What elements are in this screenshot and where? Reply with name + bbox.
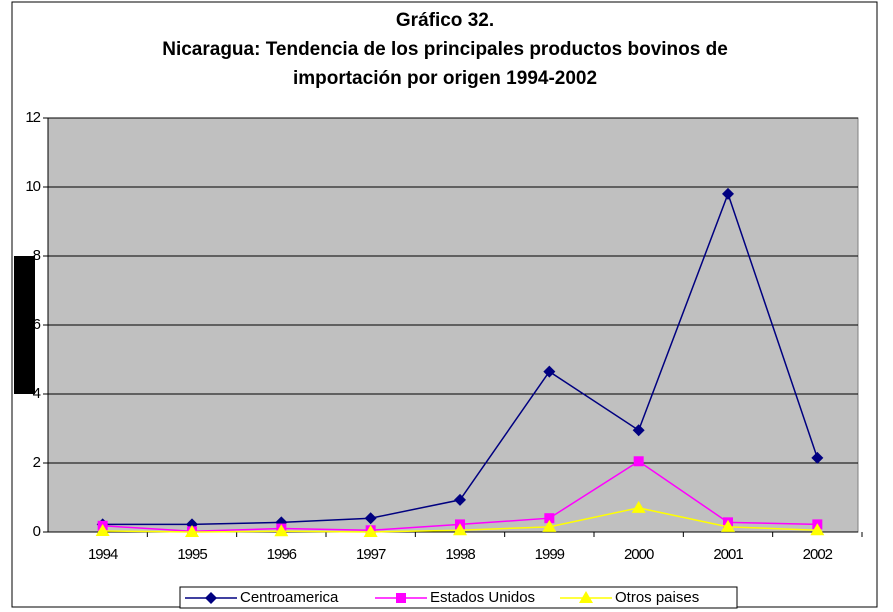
marker	[722, 187, 734, 200]
marker	[544, 513, 555, 524]
marker	[810, 523, 825, 536]
marker	[721, 519, 735, 532]
x-tick-label: 2001	[713, 546, 743, 563]
redaction-block	[14, 256, 35, 394]
y-tick-label: 0	[33, 523, 41, 540]
y-tick-label: 6	[33, 316, 41, 333]
marker	[274, 524, 289, 537]
x-tick-label: 1996	[267, 546, 297, 563]
chart-title: Nicaragua: Tendencia de los principales …	[162, 39, 728, 60]
x-tick-label: 1998	[445, 546, 475, 563]
marker	[95, 523, 110, 536]
chart-title: Gráfico 32.	[396, 10, 494, 31]
x-tick-label: 1995	[177, 546, 207, 563]
x-tick-label: 2002	[803, 546, 833, 563]
marker	[396, 593, 406, 603]
chart-title: importación por origen 1994-2002	[293, 68, 597, 89]
marker	[185, 525, 199, 537]
marker	[453, 523, 467, 536]
marks	[95, 187, 825, 537]
y-tick-label: 2	[33, 454, 41, 471]
y-tick-label: 12	[25, 109, 40, 126]
x-tick-label: 1999	[535, 546, 565, 563]
marker	[811, 451, 824, 464]
marker	[542, 519, 557, 532]
marker	[205, 592, 217, 604]
x-tick-label: 1994	[88, 546, 118, 563]
marker	[633, 456, 644, 467]
marker	[632, 424, 645, 437]
x-tick-label: 2000	[624, 546, 654, 563]
marker	[454, 493, 466, 506]
y-tick-label: 4	[33, 385, 41, 402]
x-tick-label: 1997	[356, 546, 386, 563]
y-tick-label: 8	[33, 247, 41, 264]
marker	[631, 500, 646, 513]
y-tick-label: 10	[25, 178, 40, 195]
legend-label: Centroamerica	[240, 589, 339, 606]
marker	[543, 365, 556, 378]
legend-label: Otros paises	[615, 589, 699, 606]
marker	[579, 591, 593, 603]
legend-label: Estados Unidos	[430, 589, 535, 606]
marker	[363, 525, 378, 537]
legend-box	[179, 586, 738, 609]
marker	[364, 512, 377, 525]
